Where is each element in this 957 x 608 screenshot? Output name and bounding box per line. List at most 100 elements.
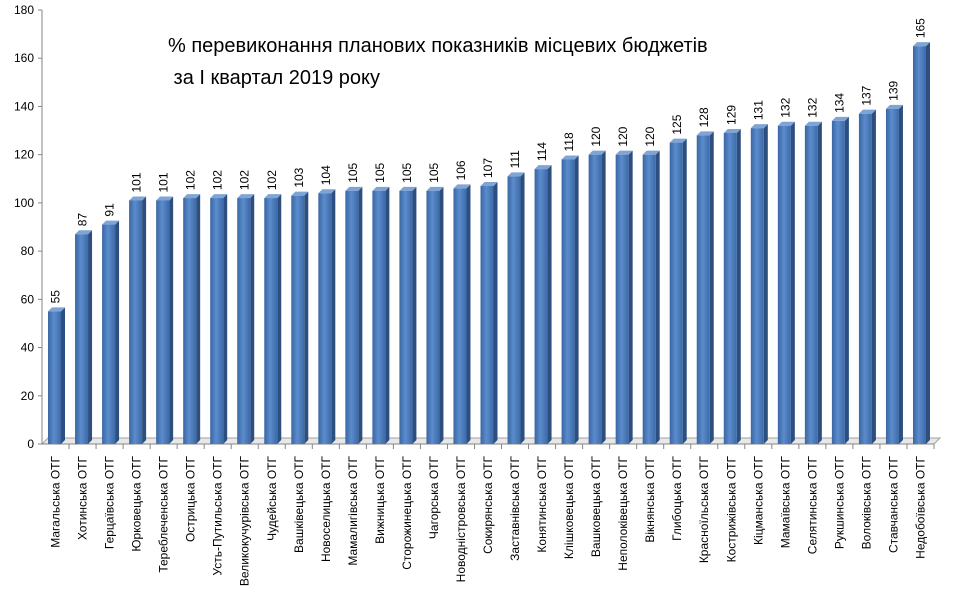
bar-top bbox=[102, 220, 120, 225]
x-tick-label: Кострижівська ОТГ bbox=[724, 455, 738, 562]
bar-front bbox=[804, 125, 818, 444]
data-label: 120 bbox=[589, 126, 603, 146]
bar-side bbox=[655, 150, 660, 444]
bar bbox=[426, 186, 444, 445]
bar-side bbox=[277, 194, 282, 444]
bar-side bbox=[817, 121, 822, 444]
bar-top bbox=[561, 155, 579, 160]
bar-side bbox=[331, 189, 336, 444]
bar-top bbox=[345, 186, 363, 191]
bar-front bbox=[912, 46, 926, 445]
bar bbox=[750, 124, 768, 445]
x-tick-label: Ставчанська ОТГ bbox=[886, 456, 900, 554]
x-tick-label: Юрковецька ОТГ bbox=[130, 455, 144, 551]
bar-top bbox=[750, 124, 768, 129]
bar-front bbox=[777, 125, 791, 444]
bar-side bbox=[61, 307, 66, 444]
bar-front bbox=[534, 169, 548, 444]
data-label: 120 bbox=[616, 126, 630, 146]
bar bbox=[264, 194, 282, 444]
bar bbox=[885, 104, 903, 444]
bar-front bbox=[453, 188, 467, 444]
bar-front bbox=[858, 113, 872, 444]
data-label: 102 bbox=[238, 170, 252, 190]
bar-side bbox=[88, 230, 93, 444]
y-tick-label: 180 bbox=[14, 3, 34, 17]
bar bbox=[912, 42, 930, 445]
bar-front bbox=[885, 108, 899, 444]
bar-top bbox=[480, 182, 498, 187]
data-label: 129 bbox=[724, 105, 738, 125]
bar-front bbox=[642, 154, 656, 444]
data-label: 139 bbox=[886, 81, 900, 101]
y-tick-label: 160 bbox=[14, 51, 34, 65]
bar bbox=[399, 186, 417, 445]
chart-title-line-1: % перевиконання планових показників місц… bbox=[168, 35, 708, 57]
data-label: 101 bbox=[130, 172, 144, 192]
x-tick-label: Магальська ОТГ bbox=[49, 455, 63, 547]
data-label: 128 bbox=[697, 107, 711, 127]
bar bbox=[210, 194, 228, 444]
bar-top bbox=[696, 131, 714, 136]
bar bbox=[480, 182, 498, 444]
bar bbox=[345, 186, 363, 445]
x-tick-label: Неполоківецька ОТГ bbox=[616, 456, 630, 571]
y-tick-label: 20 bbox=[21, 389, 35, 403]
x-tick-label: Мамалигівська ОТГ bbox=[346, 456, 360, 566]
data-label: 111 bbox=[508, 150, 522, 169]
bar-top bbox=[399, 186, 417, 191]
bar-front bbox=[75, 234, 89, 444]
bar-top bbox=[453, 184, 471, 189]
data-label: 120 bbox=[643, 126, 657, 146]
x-tick-label: Кіцманська ОТГ bbox=[751, 455, 765, 545]
bar bbox=[723, 128, 741, 444]
x-tick-label: Клішковецька ОТГ bbox=[562, 456, 576, 560]
x-tick-label: Вашковецька ОТГ bbox=[589, 456, 603, 558]
bar bbox=[75, 230, 93, 444]
data-label: 132 bbox=[778, 97, 792, 117]
bar bbox=[858, 109, 876, 444]
bar-side bbox=[304, 191, 309, 444]
bar-top bbox=[912, 42, 930, 47]
bar-top bbox=[534, 165, 552, 170]
x-tick-label: Чагорська ОТГ bbox=[427, 456, 441, 540]
bar-top bbox=[291, 191, 309, 196]
bar-front bbox=[831, 120, 845, 445]
data-label: 91 bbox=[103, 203, 117, 217]
bar-side bbox=[925, 42, 930, 445]
data-label: 134 bbox=[832, 93, 846, 113]
bar bbox=[453, 184, 471, 444]
data-label: 105 bbox=[373, 162, 387, 182]
bar-front bbox=[156, 200, 170, 444]
bar-front bbox=[102, 224, 116, 444]
bar-top bbox=[372, 186, 390, 191]
bar bbox=[669, 138, 687, 444]
y-tick-label: 0 bbox=[27, 437, 34, 451]
data-label: 132 bbox=[805, 97, 819, 117]
bar-side bbox=[250, 194, 255, 444]
bar bbox=[183, 194, 201, 444]
x-tick-label: Хотинська ОТГ bbox=[76, 456, 90, 541]
bar-side bbox=[115, 220, 120, 444]
bar-front bbox=[669, 142, 683, 444]
bar-top bbox=[642, 150, 660, 155]
data-label: 106 bbox=[454, 160, 468, 180]
bar-front bbox=[480, 186, 494, 444]
bar-side bbox=[466, 184, 471, 444]
bar-top bbox=[885, 104, 903, 109]
x-tick-label: Новоселицька ОТГ bbox=[319, 456, 333, 563]
data-label: 125 bbox=[670, 114, 684, 134]
x-tick-label: Тереблеченська ОТГ bbox=[157, 456, 171, 573]
bar bbox=[696, 131, 714, 444]
bar-side bbox=[628, 150, 633, 444]
bar-top bbox=[831, 116, 849, 121]
bar-front bbox=[237, 198, 251, 444]
bar-side bbox=[169, 196, 174, 444]
bar-side bbox=[601, 150, 606, 444]
data-label: 118 bbox=[562, 132, 576, 151]
bar-side bbox=[736, 128, 741, 444]
bar bbox=[129, 196, 147, 444]
bar-front bbox=[210, 198, 224, 444]
bar-top bbox=[426, 186, 444, 191]
bar bbox=[615, 150, 633, 444]
